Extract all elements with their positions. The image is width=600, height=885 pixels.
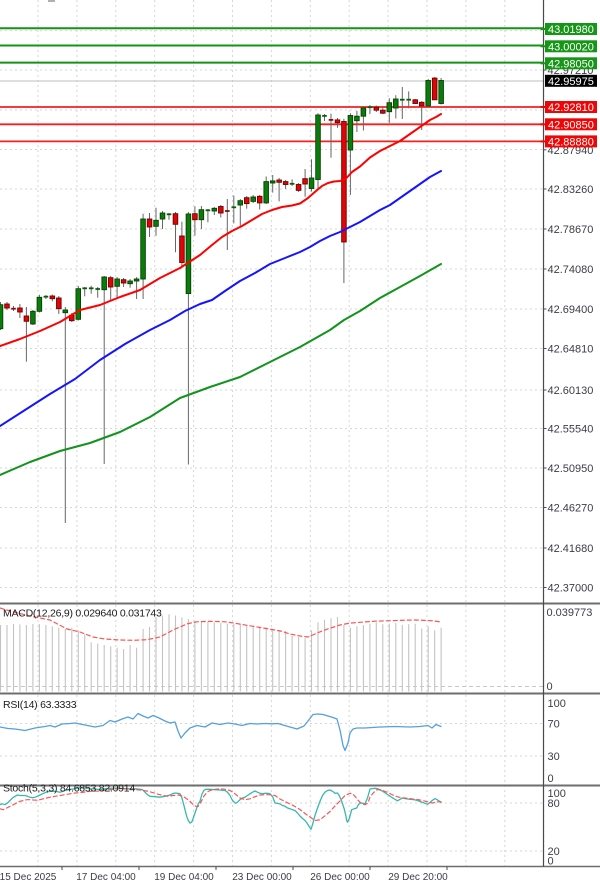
- svg-text:43.01980: 43.01980: [548, 24, 594, 36]
- svg-text:42.46270: 42.46270: [548, 503, 594, 515]
- svg-text:42.64810: 42.64810: [548, 344, 594, 356]
- svg-text:42.83260: 42.83260: [548, 184, 594, 196]
- svg-text:42.37000: 42.37000: [548, 583, 594, 595]
- svg-text:0: 0: [547, 681, 553, 693]
- svg-text:0.039773: 0.039773: [547, 607, 593, 619]
- svg-text:42.55540: 42.55540: [548, 424, 594, 436]
- svg-text:42.88880: 42.88880: [548, 136, 594, 148]
- svg-text:42.74080: 42.74080: [548, 264, 594, 276]
- svg-text:42.60130: 42.60130: [548, 385, 594, 397]
- svg-text:100: 100: [548, 788, 566, 800]
- svg-text:30: 30: [548, 751, 560, 763]
- svg-text:42.50950: 42.50950: [548, 463, 594, 475]
- svg-text:42.95975: 42.95975: [548, 76, 594, 88]
- svg-text:23 Dec 00:00: 23 Dec 00:00: [232, 872, 292, 883]
- svg-text:15 Dec 2025: 15 Dec 2025: [0, 872, 57, 883]
- svg-text:80: 80: [548, 798, 560, 810]
- svg-text:42.92810: 42.92810: [548, 102, 594, 114]
- svg-text:42.90850: 42.90850: [548, 119, 594, 131]
- svg-text:17 Dec 04:00: 17 Dec 04:00: [76, 872, 136, 883]
- svg-text:42.41680: 42.41680: [548, 543, 594, 555]
- svg-text:42.87940: 42.87940: [548, 145, 594, 157]
- svg-text:Stoch(5,3,3) 84.6853 82.0914: Stoch(5,3,3) 84.6853 82.0914: [3, 783, 135, 795]
- svg-text:26 Dec 00:00: 26 Dec 00:00: [310, 872, 370, 883]
- svg-text:0: 0: [548, 773, 554, 785]
- svg-text:0: 0: [548, 856, 554, 868]
- svg-text:43.00020: 43.00020: [548, 41, 594, 53]
- svg-text:70: 70: [548, 719, 560, 731]
- svg-text:42.78670: 42.78670: [548, 224, 594, 236]
- svg-text:29 Dec 20:00: 29 Dec 20:00: [388, 872, 448, 883]
- svg-text:100: 100: [548, 698, 566, 710]
- svg-text:42.69400: 42.69400: [548, 304, 594, 316]
- svg-text:19 Dec 04:00: 19 Dec 04:00: [154, 872, 214, 883]
- svg-text:MACD(12,26,9) 0.029640 0.03174: MACD(12,26,9) 0.029640 0.031743: [3, 608, 162, 620]
- svg-text:20: 20: [548, 846, 560, 858]
- svg-text:42.98050: 42.98050: [548, 58, 594, 70]
- svg-text:RSI(14) 63.3333: RSI(14) 63.3333: [3, 699, 77, 711]
